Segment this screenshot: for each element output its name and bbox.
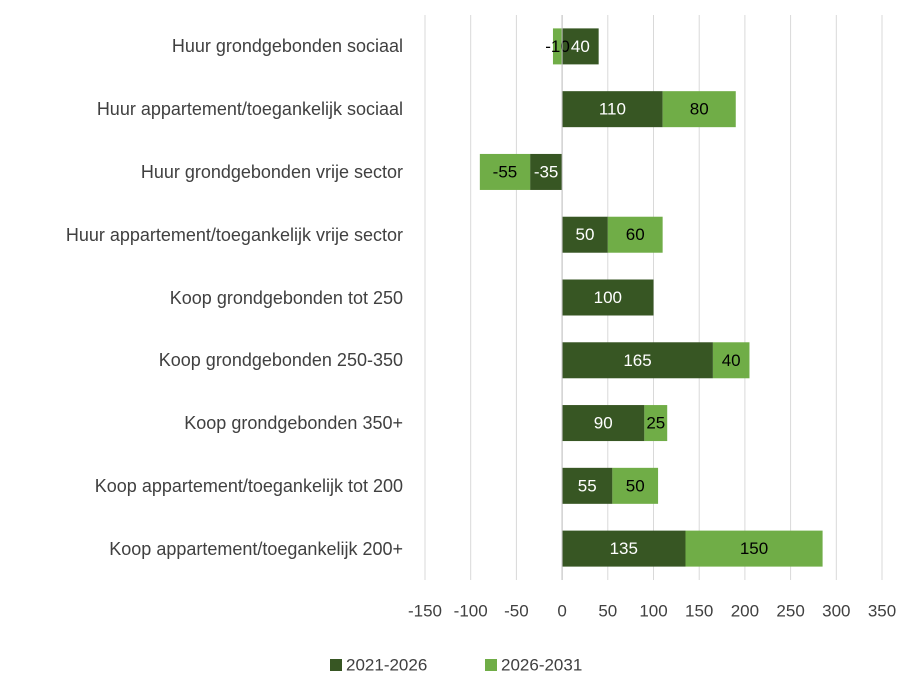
bar (712, 342, 750, 379)
x-tick-label: 100 (639, 601, 667, 620)
data-label: 90 (594, 414, 613, 433)
y-tick-label: Koop appartement/toegankelijk tot 200 (94, 475, 403, 496)
bar (479, 153, 531, 190)
y-tick-label: Koop grondgebonden 250-350 (158, 350, 403, 371)
bar (530, 153, 563, 190)
data-label: 110 (599, 100, 626, 119)
bar (612, 467, 659, 504)
data-label: 40 (571, 37, 590, 56)
y-tick-label: Huur appartement/toegankelijk vrije sect… (65, 224, 403, 245)
bar (562, 342, 713, 379)
data-label: 40 (722, 351, 741, 370)
x-tick-label: 250 (776, 601, 804, 620)
bar (562, 216, 608, 253)
data-label: 80 (690, 100, 709, 119)
data-label: 50 (575, 225, 594, 244)
y-tick-label: Huur appartement/toegankelijk sociaal (96, 99, 403, 120)
legend-swatch (330, 659, 342, 671)
bar (562, 530, 686, 567)
x-tick-label: -100 (454, 601, 488, 620)
y-tick-label: Koop appartement/toegankelijk 200+ (109, 538, 403, 559)
data-label: 165 (623, 351, 651, 370)
x-tick-label: 150 (685, 601, 713, 620)
data-label: -35 (534, 162, 559, 181)
bar (562, 279, 654, 316)
bar (562, 91, 663, 128)
x-tick-label: 50 (598, 601, 617, 620)
bar (562, 405, 645, 442)
y-tick-label: Koop grondgebonden 350+ (184, 413, 403, 434)
data-label: -55 (493, 162, 518, 181)
data-label: 100 (594, 288, 622, 307)
bar (607, 216, 663, 253)
bar (552, 28, 563, 65)
x-tick-label: -150 (408, 601, 442, 620)
bar (562, 467, 613, 504)
legend-label: 2026-2031 (501, 655, 582, 674)
data-label: 25 (646, 414, 665, 433)
data-label: -10 (545, 37, 570, 56)
x-tick-label: 0 (557, 601, 566, 620)
bar (685, 530, 823, 567)
data-label: 135 (610, 539, 638, 558)
x-tick-label: 300 (822, 601, 850, 620)
legend-swatch (485, 659, 497, 671)
bar (662, 91, 736, 128)
data-label: 150 (740, 539, 768, 558)
x-tick-label: 200 (731, 601, 759, 620)
data-label: 55 (578, 476, 597, 495)
y-tick-label: Koop grondgebonden tot 250 (169, 287, 403, 308)
data-label: 50 (626, 476, 645, 495)
bar (562, 28, 599, 65)
bar (644, 405, 668, 442)
y-tick-label: Huur grondgebonden sociaal (171, 36, 403, 57)
legend-label: 2021-2026 (346, 655, 427, 674)
x-tick-label: -50 (504, 601, 529, 620)
x-tick-label: 350 (868, 601, 896, 620)
y-tick-label: Huur grondgebonden vrije sector (140, 161, 403, 182)
data-label: 60 (626, 225, 645, 244)
